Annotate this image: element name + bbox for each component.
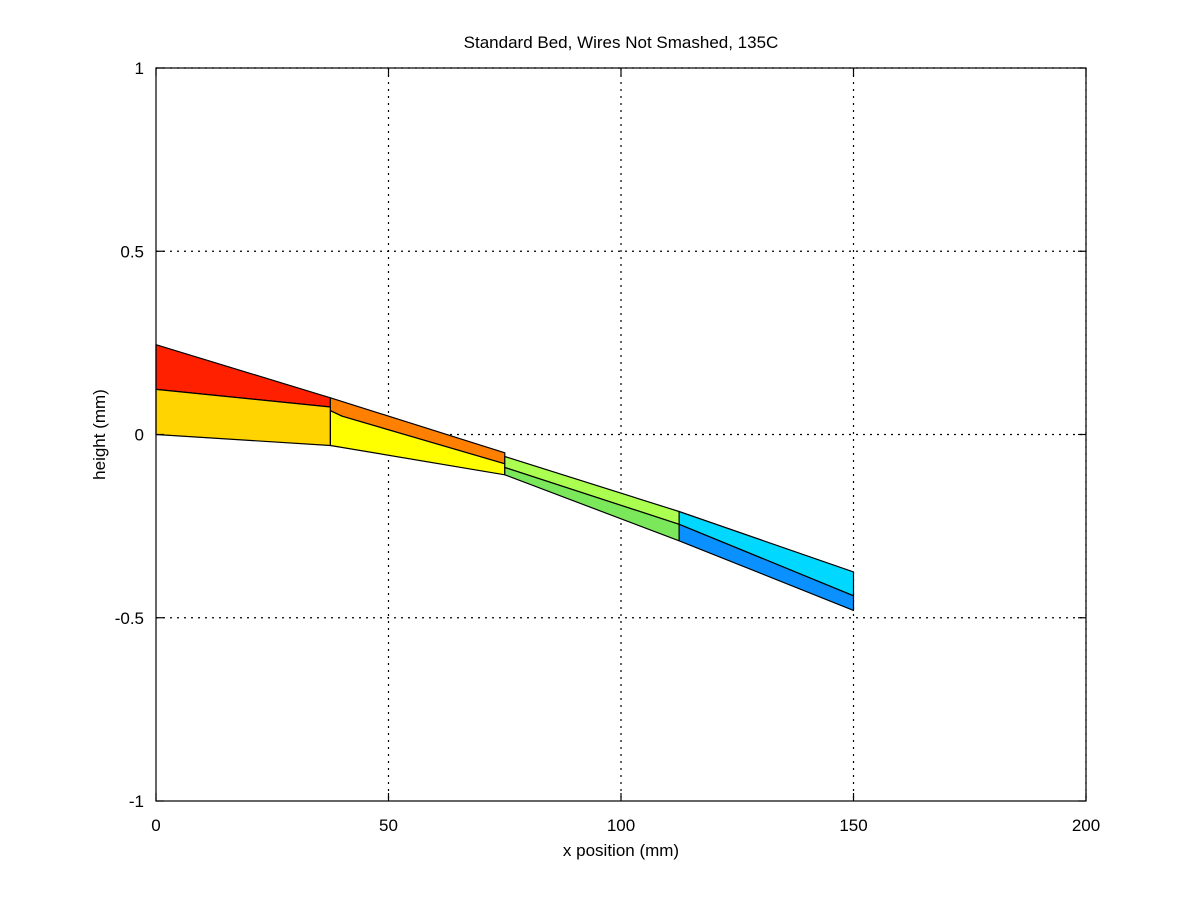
data-patch-4 — [504, 455, 680, 525]
y-tick-label: -0.5 — [115, 609, 144, 628]
x-tick-label: 200 — [1072, 816, 1100, 835]
chart-title: Standard Bed, Wires Not Smashed, 135C — [464, 33, 779, 52]
y-tick-label: 1 — [135, 59, 144, 78]
x-tick-label: 100 — [607, 816, 635, 835]
data-patch-6 — [678, 510, 855, 597]
y-tick-label: 0.5 — [120, 242, 144, 261]
y-tick-label: -1 — [129, 792, 144, 811]
data-patch-7 — [678, 523, 855, 612]
axis-ticks: 0 50 100 150 200 -1 -0.5 0 0.5 1 — [115, 59, 1100, 835]
data-patch-3 — [329, 410, 506, 476]
data-patches — [155, 344, 855, 612]
y-tick-label: 0 — [135, 426, 144, 445]
x-axis-label: x position (mm) — [563, 841, 679, 860]
x-tick-label: 0 — [151, 816, 160, 835]
y-axis-label: height (mm) — [90, 389, 109, 480]
x-tick-label: 150 — [839, 816, 867, 835]
x-tick-label: 50 — [379, 816, 398, 835]
